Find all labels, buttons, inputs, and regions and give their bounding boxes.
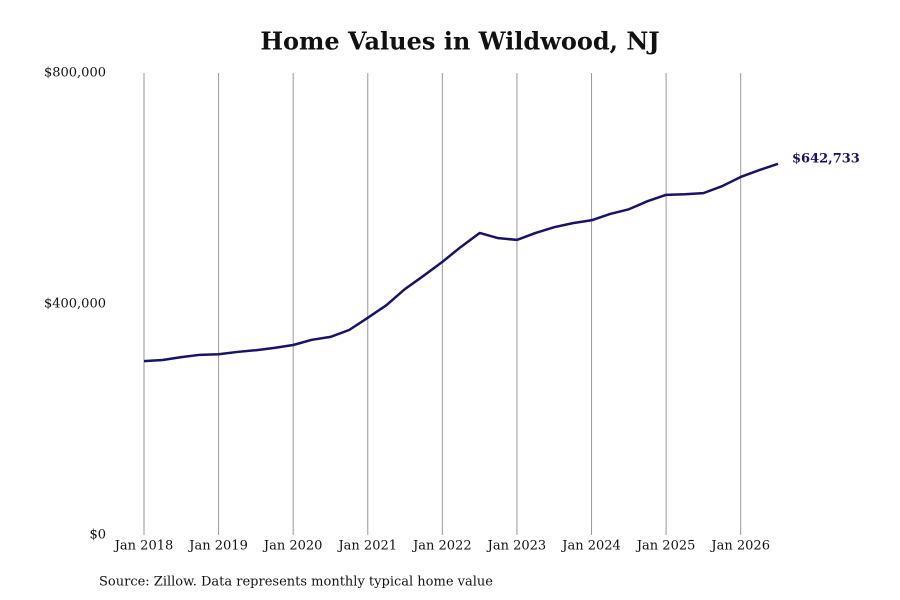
source-note: Source: Zillow. Data represents monthly … xyxy=(99,575,493,590)
x-tick-label: Jan 2018 xyxy=(113,539,174,554)
y-tick-label: $400,000 xyxy=(44,297,106,312)
line xyxy=(143,162,779,363)
x-tick-label: Jan 2023 xyxy=(486,539,547,554)
y-tick-label: $0 xyxy=(89,528,106,543)
chart-title: Home Values in Wildwood, NJ xyxy=(260,27,659,56)
x-tick-label: Jan 2026 xyxy=(709,539,770,554)
x-tick-label: Jan 2022 xyxy=(411,539,472,554)
x-tick-label: Jan 2025 xyxy=(635,539,696,554)
y-tick-label: $800,000 xyxy=(44,66,106,81)
x-tick-label: Jan 2024 xyxy=(560,539,621,554)
x-tick-label: Jan 2019 xyxy=(187,539,248,554)
value-label: $642,733 xyxy=(792,151,860,166)
x-tick-label: Jan 2021 xyxy=(336,539,397,554)
x-tick-label: Jan 2020 xyxy=(262,539,323,554)
